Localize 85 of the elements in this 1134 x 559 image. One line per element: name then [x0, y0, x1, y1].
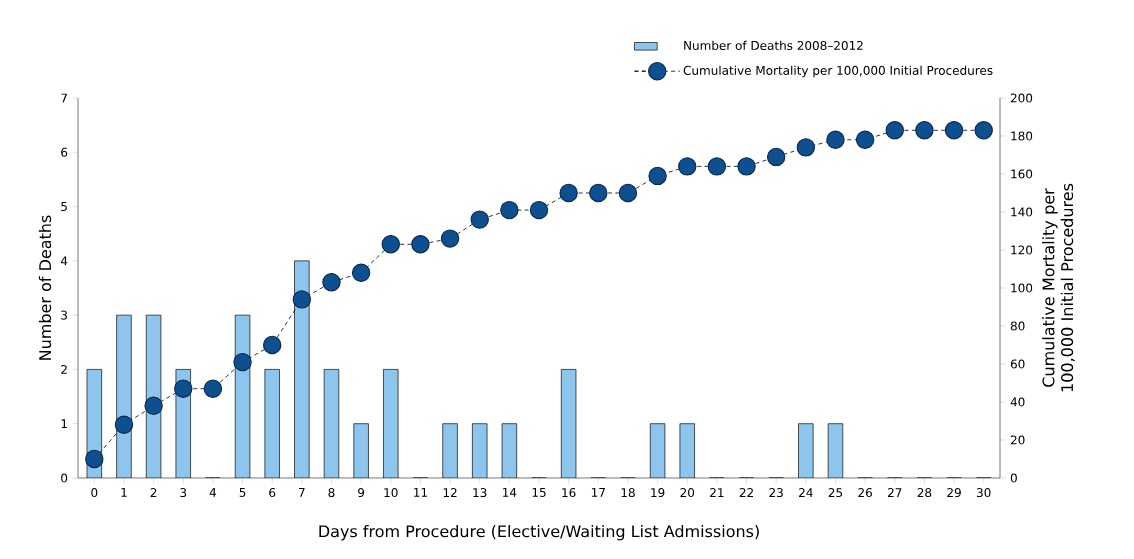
- x-tick-label: 20: [680, 488, 695, 498]
- point: [411, 235, 430, 254]
- x-tick-label: 27: [888, 488, 902, 497]
- point: [203, 379, 223, 398]
- point: [618, 183, 638, 203]
- x-tick-label: 29: [947, 488, 961, 498]
- x-tick-label: 26: [858, 488, 872, 498]
- point: [470, 210, 489, 229]
- point: [529, 200, 549, 220]
- point: [648, 166, 667, 186]
- y2-axis-title: Cumulative Mortality per 100,000 Initial Procedures: [1042, 183, 1075, 392]
- point: [292, 290, 312, 309]
- x-tick-label: 12: [443, 488, 457, 497]
- legend-label: Number of Deaths 2008–2012: [684, 40, 863, 51]
- legend-label: Cumulative Mortality per 100,000 Initial Procedures: [683, 65, 993, 78]
- y-tick-label: 1: [61, 419, 67, 429]
- point: [944, 121, 964, 140]
- y-tick-label: 6: [61, 147, 68, 157]
- x-tick-label: 11: [414, 488, 427, 497]
- x-tick-label: 23: [769, 488, 783, 498]
- point: [826, 130, 845, 149]
- x-tick-label: 25: [828, 488, 843, 498]
- y2-tick-label: 120: [1011, 245, 1033, 255]
- point: [85, 449, 104, 469]
- x-tick-label: 15: [532, 488, 546, 497]
- x-tick-label: 21: [710, 488, 724, 497]
- point: [678, 157, 697, 176]
- point: [915, 121, 934, 140]
- x-tick-label: 10: [384, 488, 398, 498]
- point: [322, 273, 341, 292]
- x-tick-label: 19: [651, 488, 665, 498]
- point: [500, 200, 519, 220]
- y-axis-title: Number of Deaths: [38, 215, 52, 360]
- x-axis-title: Days from Procedure (Elective/Waiting List Admissions): [319, 524, 759, 541]
- point: [351, 263, 371, 282]
- x-tick-label: 16: [562, 488, 576, 498]
- point: [796, 138, 816, 157]
- x-tick-label: 9: [358, 488, 365, 498]
- point: [855, 130, 875, 149]
- point: [766, 147, 786, 167]
- y2-tick-label: 60: [1010, 359, 1025, 369]
- y2-tick-label: 40: [1010, 397, 1025, 407]
- point: [114, 415, 134, 434]
- x-tick-label: 0: [91, 488, 98, 498]
- point: [974, 121, 993, 140]
- x-tick-label: 13: [473, 488, 487, 498]
- y2-tick-label: 80: [1010, 321, 1025, 331]
- point: [174, 379, 193, 398]
- y2-tick-label: 0: [1010, 473, 1017, 483]
- x-tick-label: 30: [976, 488, 991, 498]
- x-tick-label: 14: [503, 488, 517, 497]
- x-tick-label: 22: [739, 488, 753, 497]
- x-tick-label: 5: [239, 488, 246, 497]
- y-tick-label: 4: [60, 256, 68, 266]
- x-tick-label: 8: [328, 488, 335, 498]
- point: [381, 235, 400, 254]
- x-tick-label: 1: [121, 488, 127, 497]
- x-tick-label: 3: [180, 488, 187, 498]
- y2-tick-label: 140: [1011, 207, 1033, 217]
- x-tick-label: 28: [917, 488, 932, 498]
- y2-tick-label: 200: [1010, 93, 1033, 103]
- point: [262, 335, 282, 355]
- point: [440, 229, 460, 248]
- point: [707, 157, 727, 176]
- y-tick-label: 7: [61, 93, 67, 103]
- y-tick-label: 2: [61, 364, 67, 374]
- x-tick-label: 4: [209, 488, 217, 497]
- x-tick-label: 24: [799, 488, 813, 497]
- y2-tick-label: 160: [1011, 169, 1033, 179]
- y-tick-label: 0: [61, 473, 68, 483]
- y2-tick-label: 180: [1011, 131, 1033, 141]
- x-tick-label: 17: [591, 488, 605, 497]
- x-tick-label: 7: [299, 488, 305, 497]
- y2-tick-label: 20: [1010, 435, 1025, 445]
- point: [559, 183, 578, 203]
- y2-tick-label: 100: [1011, 283, 1033, 293]
- point: [233, 352, 252, 372]
- y-tick-label: 5: [61, 202, 67, 212]
- x-tick-label: 6: [269, 488, 276, 498]
- x-tick-label: 18: [621, 488, 635, 498]
- point: [885, 121, 904, 140]
- y-tick-label: 3: [61, 310, 67, 320]
- point: [589, 183, 608, 203]
- x-tick-label: 2: [150, 488, 157, 497]
- point: [737, 157, 756, 176]
